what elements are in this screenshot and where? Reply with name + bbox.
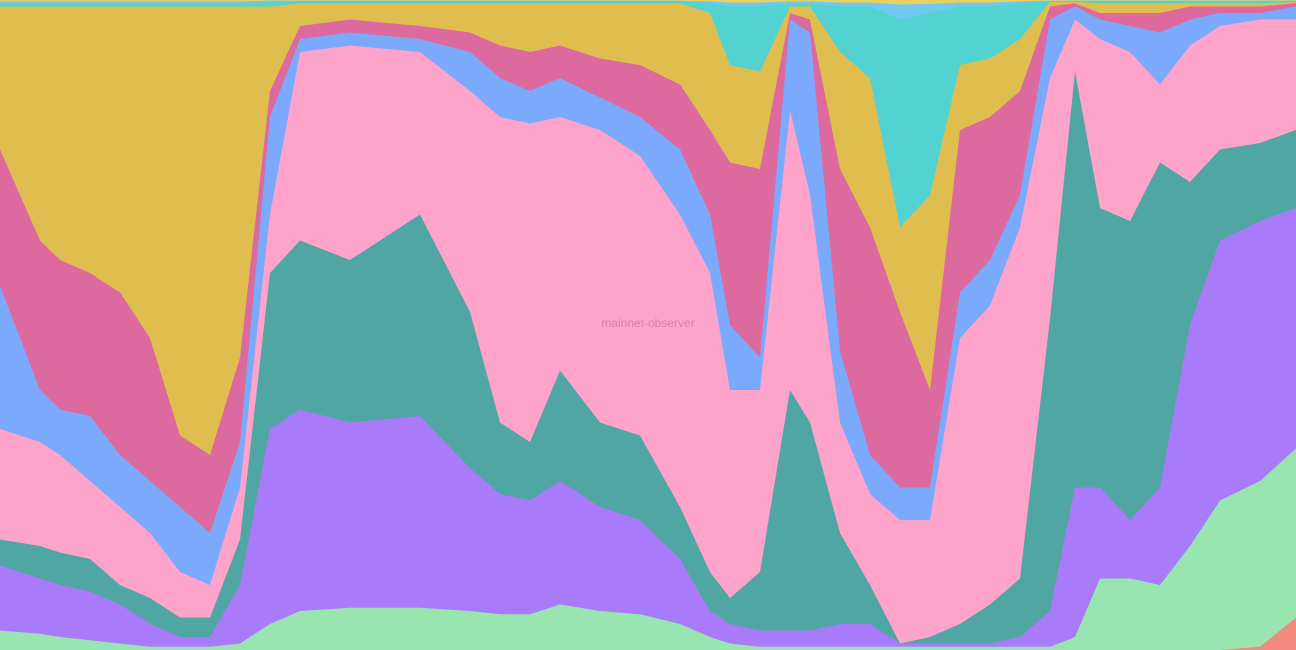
area-series-2: [0, 208, 1296, 650]
area-series-1: [0, 448, 1296, 650]
